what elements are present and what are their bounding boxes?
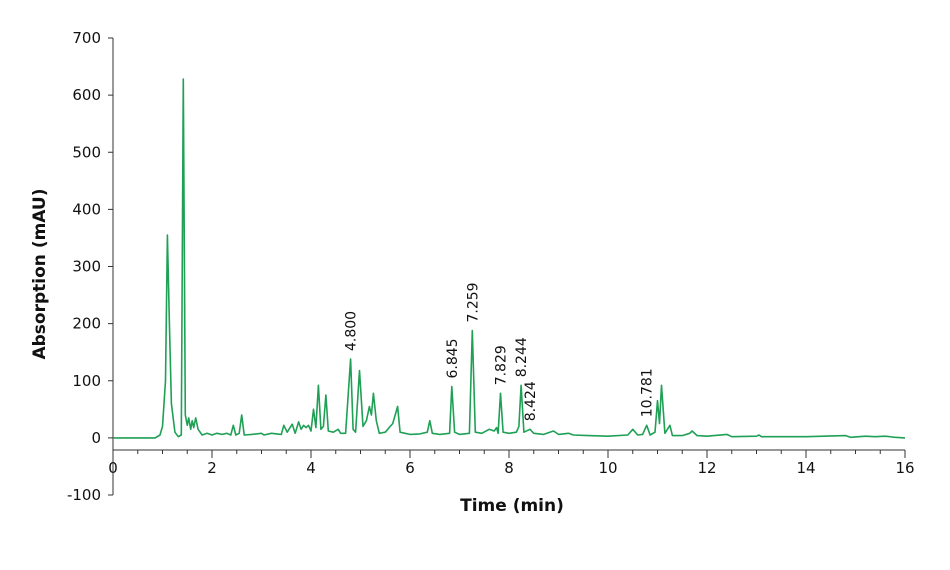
peak-label: 6.845 — [445, 338, 461, 378]
x-tick-label: 8 — [504, 459, 514, 477]
x-axis-title: Time (min) — [460, 496, 564, 516]
y-tick-label: 100 — [72, 372, 101, 390]
y-tick-label: -100 — [67, 486, 101, 504]
peak-label: 10.781 — [640, 368, 656, 417]
y-tick-label: 0 — [91, 429, 101, 447]
y-tick-label: 200 — [72, 315, 101, 333]
y-tick-label: 300 — [72, 258, 101, 276]
x-tick-label: 0 — [108, 459, 118, 477]
x-tick-label: 12 — [697, 459, 716, 477]
peak-label: 4.800 — [344, 311, 360, 351]
y-tick-label: 400 — [72, 200, 101, 218]
peak-label: 7.259 — [465, 282, 481, 322]
x-tick-label: 10 — [598, 459, 617, 477]
peak-label: 8.424 — [523, 381, 539, 421]
y-tick-label: 500 — [72, 143, 101, 161]
y-axis-title: Absorption (mAU) — [30, 188, 50, 359]
x-tick-label: 14 — [796, 459, 815, 477]
y-tick-label: 700 — [72, 29, 101, 47]
x-tick-label: 6 — [405, 459, 415, 477]
peak-label: 8.244 — [514, 337, 530, 377]
x-tick-label: 16 — [895, 459, 914, 477]
y-tick-label: 600 — [72, 86, 101, 104]
x-tick-label: 4 — [306, 459, 316, 477]
x-axis: 0 2 4 6 8 10 12 14 16 — [108, 449, 915, 477]
chromatogram-trace — [113, 78, 906, 439]
y-axis: -100 0 100 200 300 400 500 600 700 — [67, 29, 114, 504]
peak-label: 7.829 — [494, 345, 510, 385]
x-tick-label: 2 — [207, 459, 217, 477]
